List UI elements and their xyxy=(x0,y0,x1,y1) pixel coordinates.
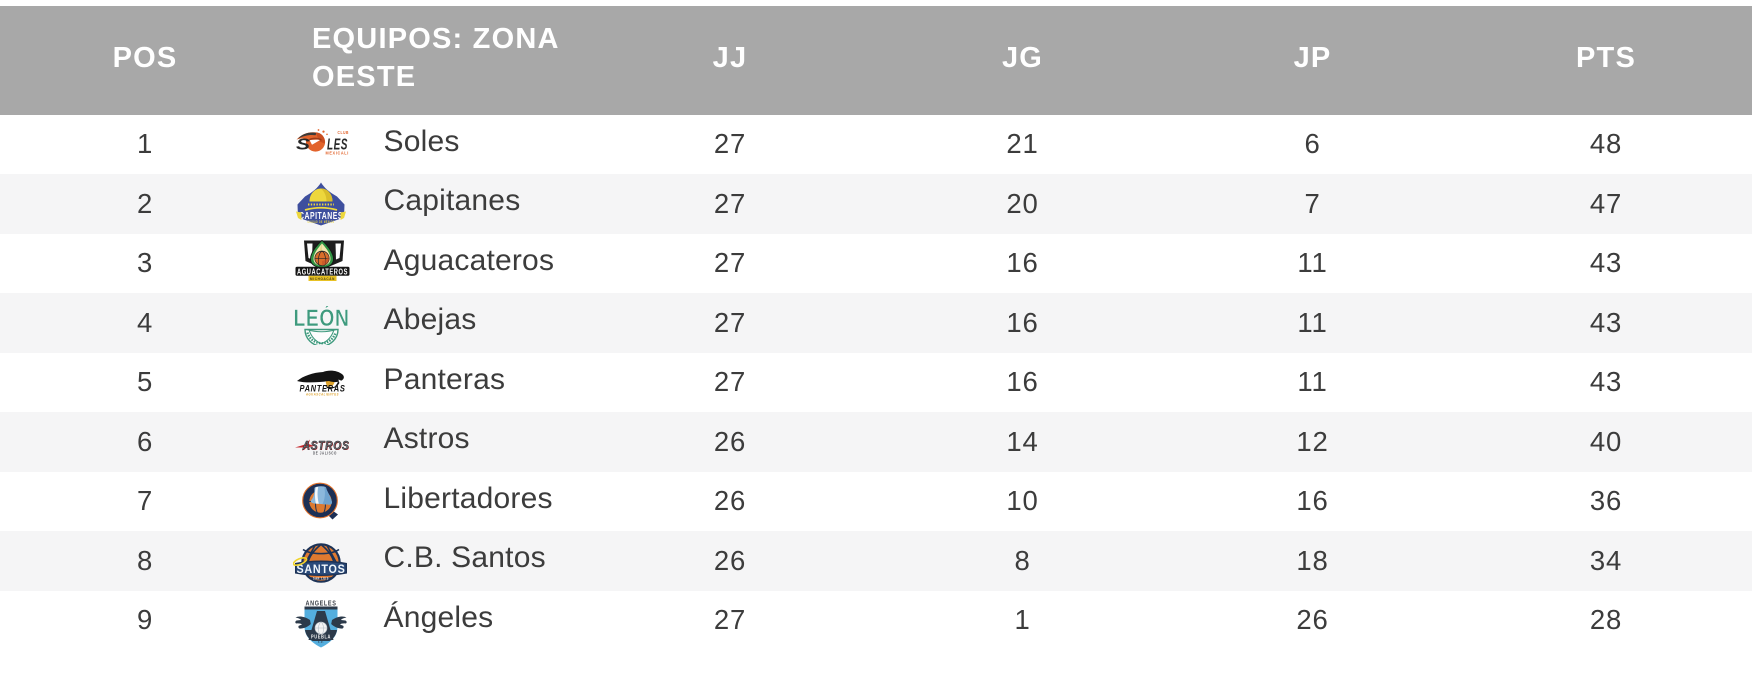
svg-text:MEXICALI: MEXICALI xyxy=(326,151,350,156)
svg-text:CIUDAD DE MÉXICO: CIUDAD DE MÉXICO xyxy=(308,219,335,224)
svg-text:PANTERAS: PANTERAS xyxy=(299,384,345,394)
svg-text:S: S xyxy=(296,137,311,154)
svg-text:ANGELES: ANGELES xyxy=(306,600,337,607)
svg-text:LEÓN: LEÓN xyxy=(293,306,349,332)
svg-text:MICHOACÁN: MICHOACÁN xyxy=(310,276,335,281)
svg-text:ASTROS: ASTROS xyxy=(301,439,348,453)
svg-text:SAN LUIS: SAN LUIS xyxy=(313,577,329,581)
svg-text:AGUACATEROS: AGUACATEROS xyxy=(297,268,348,277)
svg-text:SANTOS: SANTOS xyxy=(297,564,346,576)
svg-text:LES: LES xyxy=(327,137,348,154)
svg-text:CAPITANES: CAPITANES xyxy=(299,210,343,222)
svg-text:LEÓN: LEÓN xyxy=(293,306,349,332)
svg-text:PUEBLA: PUEBLA xyxy=(311,634,331,640)
svg-text:CLUB: CLUB xyxy=(338,130,350,135)
svg-text:S.R.: S.R. xyxy=(318,640,324,644)
svg-text:ASTROS: ASTROS xyxy=(302,439,349,453)
svg-text:AGUASCALIENTES: AGUASCALIENTES xyxy=(305,393,339,396)
svg-text:DE JALISCO: DE JALISCO xyxy=(313,451,337,456)
